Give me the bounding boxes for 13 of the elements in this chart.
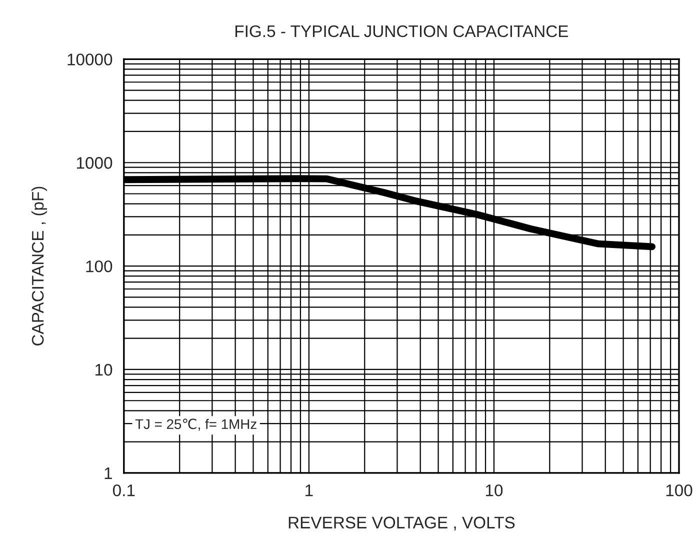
- x-tick-label: 10: [486, 484, 503, 496]
- y-tick-label: 10: [96, 364, 112, 376]
- y-tick-label: 1000: [76, 157, 112, 169]
- y-tick-label: 100: [86, 260, 112, 272]
- y-axis-title: CAPACITANCE , (pF): [31, 186, 48, 346]
- x-tick-label: 0.1: [112, 484, 135, 496]
- chart-title: FIG.5 - TYPICAL JUNCTION CAPACITANCE: [236, 25, 568, 38]
- y-tick-label: 10000: [68, 54, 112, 66]
- x-tick-label: 1: [306, 484, 313, 496]
- x-axis-title: REVERSE VOLTAGE , VOLTS: [288, 516, 515, 530]
- x-tick-label: 100: [666, 484, 692, 496]
- annotation: TJ = 25℃, f= 1MHz: [135, 418, 256, 431]
- y-tick-label: 1: [104, 467, 112, 479]
